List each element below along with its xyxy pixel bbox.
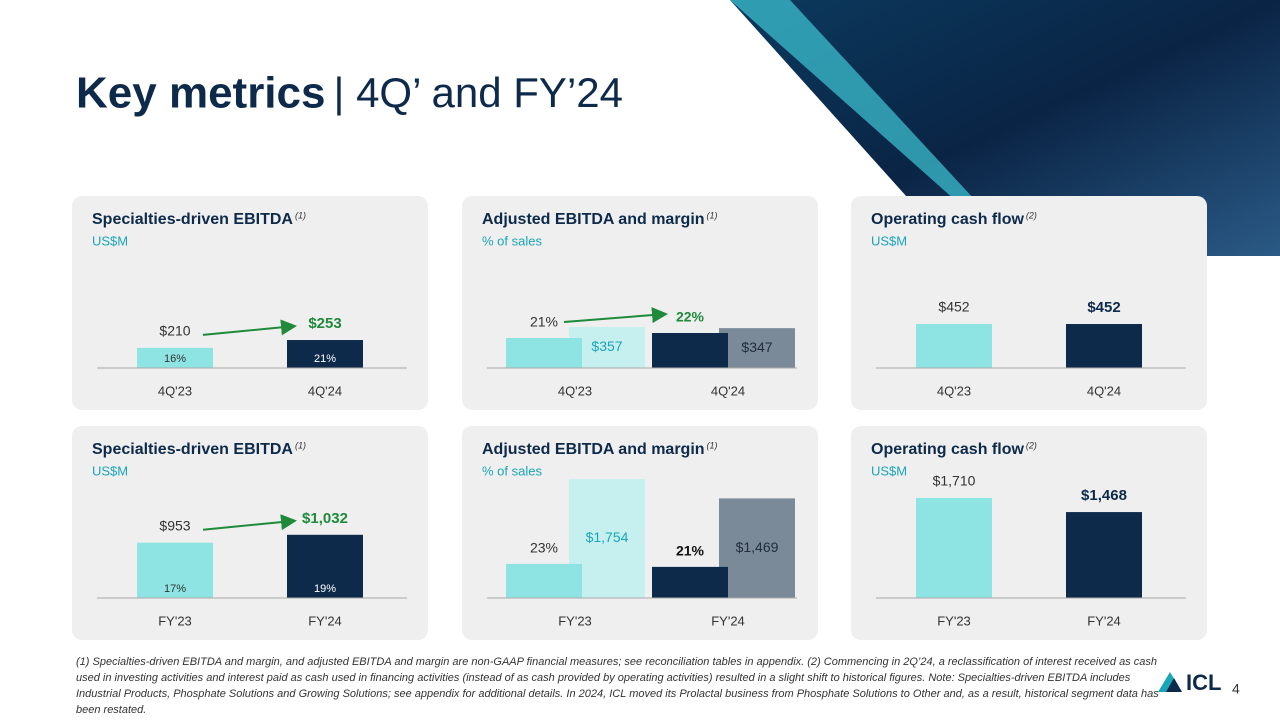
title-note: (2) — [1026, 210, 1037, 220]
logo: ICL — [1186, 670, 1221, 695]
title-note: (1) — [295, 440, 306, 450]
margin-label: 22% — [676, 309, 705, 325]
value-label: $452 — [1087, 299, 1120, 316]
logo-mark — [1166, 678, 1182, 692]
value-label: $1,710 — [933, 473, 976, 489]
chart-title: Specialties-driven EBITDA — [92, 441, 293, 458]
bar — [719, 328, 795, 368]
chart-subtitle: US$M — [871, 463, 907, 478]
chart-subtitle: % of sales — [482, 463, 542, 478]
value-label: $1,754 — [586, 529, 629, 545]
x-tick-label: FY'23 — [558, 613, 592, 628]
trend-arrow — [202, 514, 297, 531]
trend-arrow — [563, 307, 668, 324]
x-tick-label: 4Q'23 — [558, 383, 592, 398]
bar — [287, 340, 363, 368]
value-label: $1,469 — [736, 539, 779, 555]
margin-label: 19% — [314, 583, 336, 595]
x-tick-label: FY'23 — [937, 613, 971, 628]
value-label: $347 — [741, 339, 772, 355]
header-stripe — [730, 0, 975, 200]
chart-subtitle: US$M — [92, 233, 128, 248]
chart-subtitle: % of sales — [482, 233, 542, 248]
value-label: $953 — [159, 517, 190, 533]
margin-label: 21% — [530, 314, 558, 330]
chart-title: Operating cash flow — [871, 441, 1024, 458]
value-label: $253 — [308, 315, 341, 332]
bar — [506, 338, 582, 368]
x-tick-label: 4Q'24 — [308, 383, 342, 398]
bar — [1066, 324, 1142, 368]
bar — [652, 333, 728, 368]
bar — [916, 324, 992, 368]
value-label: $1,032 — [302, 510, 348, 527]
x-tick-label: FY'24 — [308, 613, 342, 628]
bar — [1066, 512, 1142, 598]
chart-subtitle: US$M — [871, 233, 907, 248]
x-tick-label: FY'23 — [158, 613, 192, 628]
chart-title: Operating cash flow — [871, 211, 1024, 228]
margin-label: 21% — [676, 543, 705, 559]
title-note: (1) — [295, 210, 306, 220]
trend-arrow — [202, 319, 297, 336]
value-label: $1,468 — [1081, 487, 1127, 504]
chart-title: Adjusted EBITDA and margin — [482, 211, 705, 228]
value-label: $210 — [159, 323, 190, 339]
title-note: (1) — [707, 210, 718, 220]
value-label: $452 — [938, 299, 969, 315]
title-note: (2) — [1026, 440, 1037, 450]
x-tick-label: 4Q'23 — [158, 383, 192, 398]
chart-title: Specialties-driven EBITDA — [92, 211, 293, 228]
footnote: (1) Specialties-driven EBITDA and margin… — [76, 656, 1159, 716]
bar — [137, 347, 213, 368]
slide-title: Key metrics — [76, 69, 325, 118]
bar — [652, 566, 728, 598]
margin-label: 17% — [164, 583, 186, 595]
margin-label: 16% — [164, 353, 186, 365]
x-tick-label: 4Q'24 — [1087, 383, 1121, 398]
x-tick-label: FY'24 — [711, 613, 745, 628]
margin-label: 23% — [530, 540, 558, 556]
margin-label: 21% — [314, 353, 336, 365]
bar — [287, 534, 363, 598]
header-image — [730, 0, 1280, 256]
bar — [137, 542, 213, 598]
x-tick-label: FY'24 — [1087, 613, 1121, 628]
x-tick-label: 4Q'23 — [937, 383, 971, 398]
title-note: (1) — [707, 440, 718, 450]
slide-title-suffix: | 4Q’ and FY’24 — [333, 69, 623, 116]
bar — [506, 563, 582, 598]
page-number: 4 — [1232, 681, 1240, 697]
x-tick-label: 4Q'24 — [711, 383, 745, 398]
chart-subtitle: US$M — [92, 463, 128, 478]
chart-title: Adjusted EBITDA and margin — [482, 441, 705, 458]
bar — [719, 498, 795, 598]
value-label: $357 — [591, 338, 622, 354]
bar — [916, 497, 992, 598]
